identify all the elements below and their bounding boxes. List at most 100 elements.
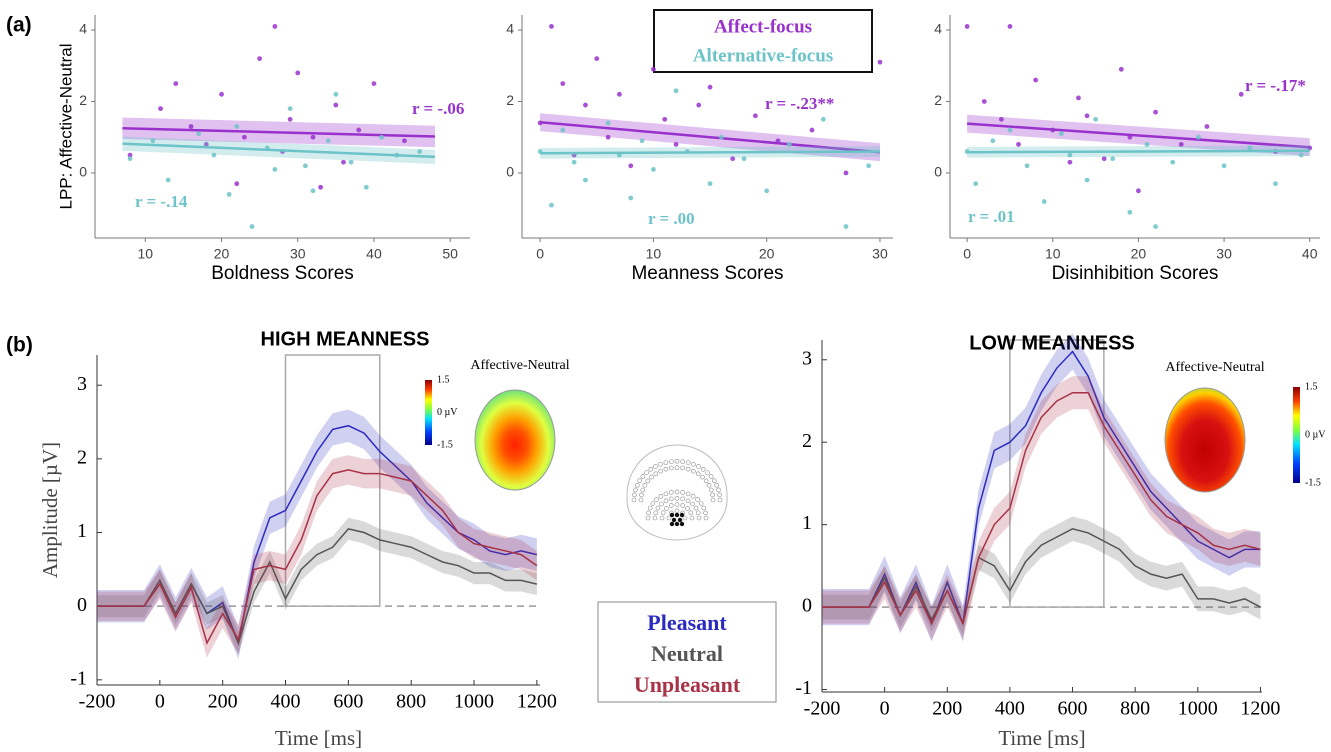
electrode — [668, 503, 674, 508]
point — [165, 177, 171, 183]
electrode — [653, 464, 658, 469]
confidence-band — [822, 333, 1261, 642]
point — [1247, 145, 1253, 151]
point — [363, 184, 369, 190]
electrode — [685, 506, 690, 511]
electrode — [648, 466, 654, 472]
electrode — [690, 493, 696, 499]
electrode — [664, 506, 669, 511]
electrode — [658, 468, 663, 474]
point — [628, 195, 634, 201]
electrode — [669, 496, 674, 502]
electrode — [685, 498, 691, 504]
point — [402, 138, 407, 144]
point — [718, 134, 724, 140]
electrode — [647, 505, 653, 511]
point — [272, 166, 278, 172]
point — [1273, 181, 1278, 187]
point — [127, 152, 133, 158]
electrode — [653, 510, 659, 516]
electrode-selected — [674, 512, 680, 518]
point — [662, 116, 668, 122]
electrode — [696, 464, 701, 469]
colorbar-label: -1.5 — [1305, 477, 1321, 488]
electrode — [640, 474, 646, 479]
electrode — [666, 515, 672, 521]
point — [594, 56, 600, 61]
x-tick-label: 600 — [1058, 698, 1088, 720]
electrode — [663, 491, 669, 497]
point — [820, 116, 826, 122]
y-tick-label: 0 — [79, 164, 87, 180]
electrode — [631, 497, 637, 503]
electrode — [685, 466, 691, 472]
colorbar-label: -1.5 — [437, 439, 453, 450]
point — [196, 131, 202, 137]
point — [234, 181, 240, 187]
point — [219, 91, 224, 97]
y-tick-label: -1 — [795, 677, 812, 699]
point — [651, 166, 656, 172]
electrode — [633, 487, 638, 493]
topomap — [1164, 387, 1246, 493]
line — [822, 392, 1261, 626]
regression-line — [540, 150, 880, 155]
colorbar-label: 0 µV — [437, 407, 458, 418]
point — [310, 188, 316, 194]
x-tick-label: 40 — [1302, 246, 1318, 262]
electrode — [690, 501, 695, 507]
x-tick-label: 800 — [396, 691, 426, 713]
regression-line — [122, 127, 435, 138]
point — [1024, 163, 1030, 169]
point — [707, 84, 713, 90]
electrode — [695, 510, 701, 516]
electrode — [695, 471, 701, 477]
y-tick-label: 2 — [934, 92, 942, 108]
electrode — [660, 510, 666, 516]
x-tick-label: 400 — [995, 698, 1025, 720]
point — [173, 81, 179, 87]
y-tick-label: 1 — [77, 520, 87, 542]
point — [272, 24, 278, 29]
electrode — [663, 498, 669, 504]
point — [639, 138, 645, 144]
x-tick-label: 20 — [759, 246, 775, 262]
y-tick-label: 0 — [802, 595, 812, 617]
point — [1084, 113, 1090, 119]
electrode — [685, 491, 691, 497]
x-tick-label: 1200 — [517, 691, 557, 713]
confidence-band — [822, 376, 1261, 641]
electrode — [669, 490, 674, 495]
point — [583, 102, 588, 108]
electrode — [682, 515, 688, 521]
point — [990, 138, 996, 144]
point — [417, 149, 423, 154]
x-tick-label: 800 — [1120, 698, 1150, 720]
point — [571, 159, 577, 165]
point — [843, 224, 849, 229]
electrode — [700, 474, 705, 480]
point — [379, 134, 384, 140]
point — [318, 184, 324, 190]
electrode — [674, 508, 680, 514]
electrode — [646, 510, 651, 516]
point — [241, 134, 247, 140]
y-tick-label: 2 — [79, 92, 87, 108]
point — [786, 141, 792, 147]
legend-label: Pleasant — [647, 610, 727, 635]
point — [1153, 109, 1158, 115]
electrode — [669, 459, 674, 464]
x-tick-label: -200 — [79, 691, 116, 713]
electrode — [645, 478, 651, 484]
point — [730, 156, 736, 162]
point — [877, 59, 883, 65]
point — [707, 181, 713, 187]
electrode — [640, 487, 646, 493]
x-tick-label: 0 — [536, 246, 544, 262]
x-tick-label: 50 — [442, 246, 458, 262]
electrode — [674, 502, 680, 507]
x-tick-label: 10 — [646, 246, 662, 262]
point — [302, 163, 308, 169]
point — [257, 56, 263, 61]
point — [752, 113, 758, 119]
